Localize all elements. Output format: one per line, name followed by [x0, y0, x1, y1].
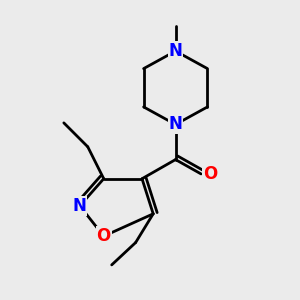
Text: O: O [97, 227, 111, 245]
Text: N: N [72, 197, 86, 215]
Text: N: N [169, 42, 182, 60]
Text: O: O [203, 165, 217, 183]
Text: N: N [169, 116, 182, 134]
